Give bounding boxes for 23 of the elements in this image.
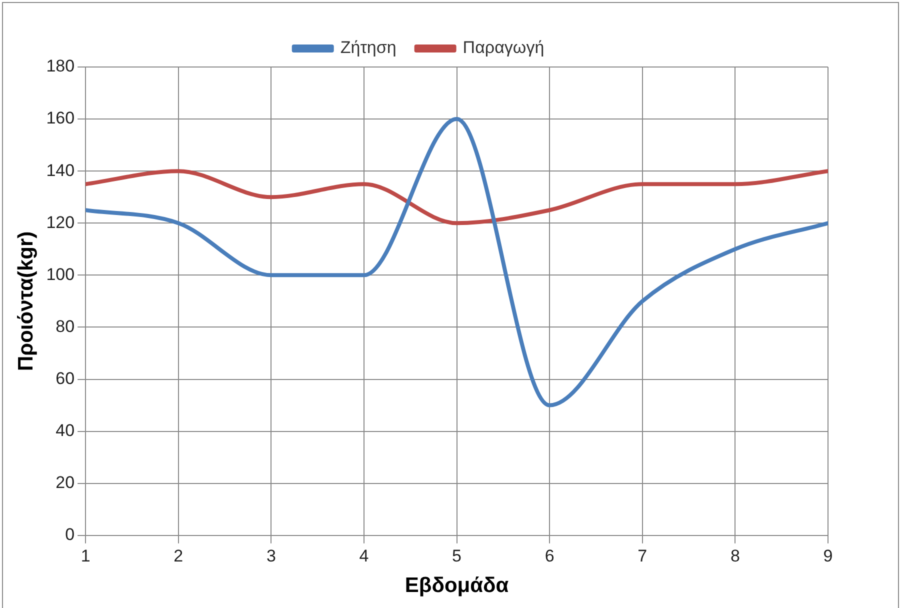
y-tick-label: 180 — [46, 56, 75, 76]
x-tick-label: 4 — [359, 546, 369, 566]
y-axis-title: Προιόντα(kgr) — [14, 231, 38, 372]
x-tick-label: 3 — [266, 546, 276, 566]
legend-label: Παραγωγή — [462, 38, 544, 58]
y-tick-label: 80 — [56, 316, 75, 336]
x-tick-label: 9 — [823, 546, 833, 566]
x-tick-label: 1 — [80, 546, 90, 566]
x-tick-label: 5 — [452, 546, 462, 566]
x-axis-title: Εβδομάδα — [404, 574, 509, 598]
y-tick-label: 100 — [46, 264, 75, 284]
x-tick-label: 7 — [638, 546, 648, 566]
x-tick-label: 6 — [544, 546, 554, 566]
y-tick-label: 120 — [46, 212, 75, 232]
y-tick-label: 160 — [46, 108, 75, 128]
y-tick-label: 140 — [46, 160, 75, 180]
x-tick-label: 2 — [174, 546, 184, 566]
y-tick-label: 40 — [56, 421, 75, 440]
legend-label: Ζήτηση — [340, 38, 396, 58]
y-tick-label: 60 — [56, 368, 75, 388]
y-tick-label: 0 — [65, 525, 75, 544]
y-tick-label: 20 — [56, 473, 75, 492]
x-tick-label: 8 — [730, 546, 740, 566]
